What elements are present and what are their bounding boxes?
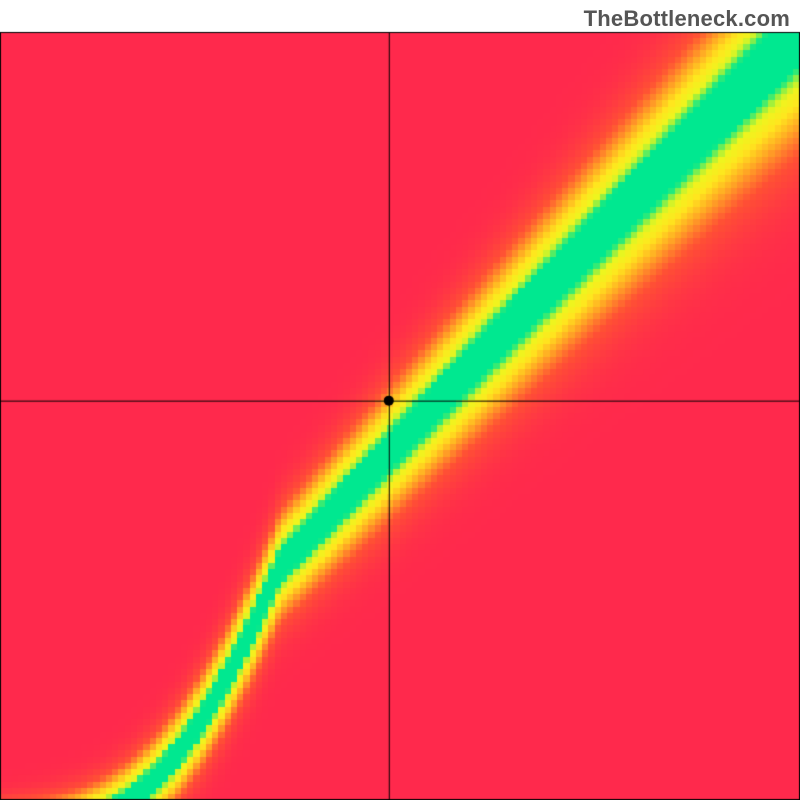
- bottleneck-heatmap-canvas: [0, 0, 800, 800]
- chart-container: TheBottleneck.com: [0, 0, 800, 800]
- watermark-label: TheBottleneck.com: [584, 6, 790, 32]
